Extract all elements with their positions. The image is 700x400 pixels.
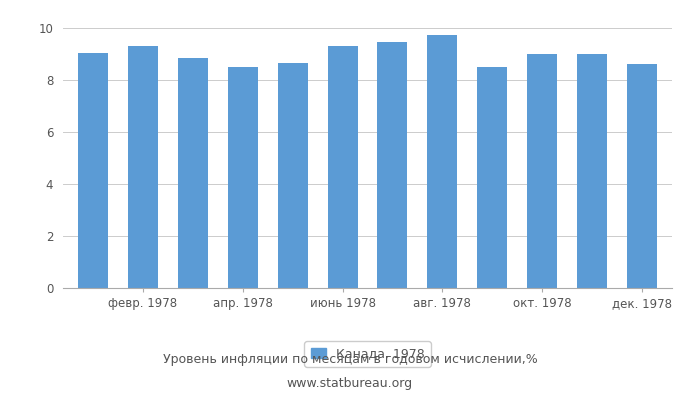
Text: www.statbureau.org: www.statbureau.org <box>287 378 413 390</box>
Bar <box>78 53 108 288</box>
Bar <box>627 64 657 288</box>
Bar <box>477 67 508 288</box>
Legend: Канада, 1978: Канада, 1978 <box>304 341 430 366</box>
Bar <box>428 34 457 288</box>
Bar <box>377 42 407 288</box>
Bar <box>328 46 358 288</box>
Bar <box>527 54 557 288</box>
Bar <box>128 46 158 288</box>
Bar <box>278 63 307 288</box>
Bar <box>228 67 258 288</box>
Text: Уровень инфляции по месяцам в годовом исчислении,%: Уровень инфляции по месяцам в годовом ис… <box>162 354 538 366</box>
Bar <box>578 54 607 288</box>
Bar <box>178 58 208 288</box>
